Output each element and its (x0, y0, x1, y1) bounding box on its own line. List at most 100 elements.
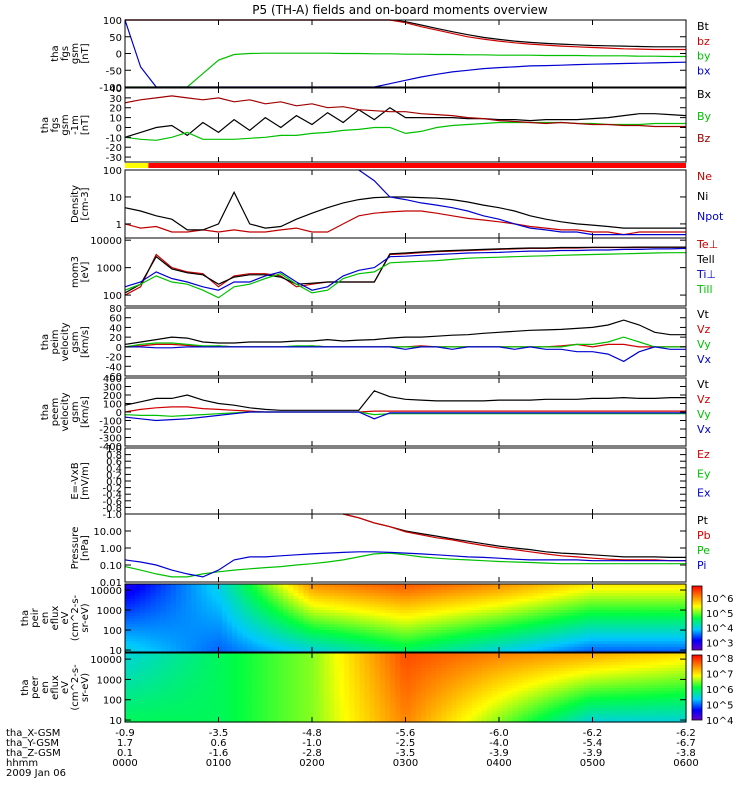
spectrogram-cell (497, 601, 503, 605)
spectrogram-cell (487, 646, 493, 650)
spectrogram-cell (165, 612, 172, 616)
spectrogram-cell (507, 637, 514, 642)
spectrogram-cell (385, 595, 391, 599)
panel-7: EzEyEx1.00.80.60.40.20.0-0.2-0.4-0.6-0.8… (70, 444, 711, 521)
spectrogram-cell (165, 649, 172, 653)
spectrogram-cell (267, 676, 274, 680)
spectrogram-cell (216, 687, 223, 691)
spectrogram-cell (283, 623, 289, 628)
spectrogram-cell (573, 615, 580, 619)
spectrogram-cell (578, 618, 585, 622)
spectrogram-cell (502, 632, 509, 636)
spectrogram-cell (538, 603, 544, 608)
spectrogram-cell (609, 626, 616, 630)
spectrogram-cell (374, 618, 381, 622)
spectrogram-cell (629, 589, 636, 594)
spectrogram-cell (507, 701, 514, 706)
y-axis-label: [mV/m] (80, 462, 91, 500)
spectrogram-cell (502, 676, 509, 680)
spectrogram-cell (471, 629, 478, 633)
spectrogram-cell (619, 649, 626, 653)
spectrogram-cell (145, 713, 152, 717)
y-tick-label: 0 (116, 408, 122, 419)
spectrogram-cell (308, 592, 315, 596)
spectrogram-cell (405, 664, 412, 668)
spectrogram-cell (635, 584, 641, 588)
spectrogram-cell (278, 606, 284, 611)
spectrogram-cell (267, 701, 274, 706)
spectrogram-cell (211, 603, 218, 608)
spectrogram-cell (517, 589, 524, 594)
y-tick-label: 1.00 (100, 544, 122, 555)
spectrogram-cell (364, 626, 371, 630)
spectrogram-cell (237, 598, 243, 602)
spectrogram-cell (186, 609, 192, 613)
spectrogram-cell (334, 609, 340, 613)
spectrogram-cell (604, 629, 611, 633)
spectrogram-cell (369, 623, 376, 628)
spectrogram-cell (517, 719, 524, 723)
spectrogram-cell (538, 626, 544, 630)
spectrogram-cell (293, 618, 299, 622)
spectrogram-cell (487, 643, 493, 647)
spectrogram-cell (431, 584, 437, 588)
spectrogram-cell (609, 603, 616, 608)
spectrogram-cell (395, 601, 401, 605)
spectrogram-cell (221, 653, 228, 657)
spectrogram-cell (329, 676, 335, 680)
spectrogram-cell (216, 676, 223, 680)
spectrogram-cell (441, 684, 447, 689)
spectrogram-cell (354, 678, 361, 683)
spectrogram-cell (410, 670, 417, 674)
spectrogram-cell (354, 598, 361, 602)
spectrogram-cell (196, 661, 203, 666)
spectrogram-cell (410, 701, 417, 706)
spectrogram-cell (211, 601, 218, 605)
spectrogram-cell (140, 598, 146, 602)
series-line-Ne (124, 210, 686, 236)
spectrogram-cell (476, 707, 483, 712)
spectrogram-cell (339, 701, 345, 706)
spectrogram-cell (436, 603, 442, 608)
spectrogram-cell (232, 681, 238, 686)
spectrogram-cell (125, 623, 131, 628)
spectrogram-cell (527, 687, 534, 691)
spectrogram-cell (380, 595, 386, 599)
spectrogram-cell (293, 655, 299, 660)
spectrogram-cell (461, 678, 468, 683)
spectrogram-cell (563, 584, 570, 588)
spectrogram-cell (272, 655, 279, 660)
spectrogram-cell (456, 673, 463, 677)
spectrogram-cell (170, 606, 177, 611)
spectrogram-cell (476, 609, 483, 613)
spectrogram-cell (135, 629, 141, 633)
spectrogram-cell (390, 584, 396, 588)
spectrogram-cell (206, 678, 213, 683)
spectrogram-cell (512, 719, 519, 723)
spectrogram-cell (599, 609, 605, 613)
spectrogram-cell (385, 643, 391, 647)
spectrogram-cell (451, 713, 458, 717)
spectrogram-cell (237, 589, 243, 594)
spectrogram-cell (466, 655, 473, 660)
spectrogram-cell (507, 690, 514, 694)
spectrogram-cell (400, 595, 407, 599)
spectrogram-cell (502, 655, 509, 660)
spectrogram-cell (354, 606, 361, 611)
spectrogram-cell (471, 612, 478, 616)
spectrogram-cell (390, 646, 396, 650)
spectrogram-cell (334, 595, 340, 599)
spectrogram-cell (344, 673, 350, 677)
spectrogram-cell (431, 690, 437, 694)
spectrogram-cell (436, 719, 442, 723)
spectrogram-cell (441, 676, 447, 680)
spectrogram-cell (323, 684, 330, 689)
spectrogram-cell (425, 586, 432, 591)
spectrogram-cell (272, 699, 279, 703)
spectrogram-cell (446, 618, 452, 622)
spectrogram-cell (221, 696, 228, 700)
spectrogram-cell (303, 670, 310, 674)
spectrogram-cell (339, 626, 345, 630)
spectrogram-cell (359, 713, 366, 717)
